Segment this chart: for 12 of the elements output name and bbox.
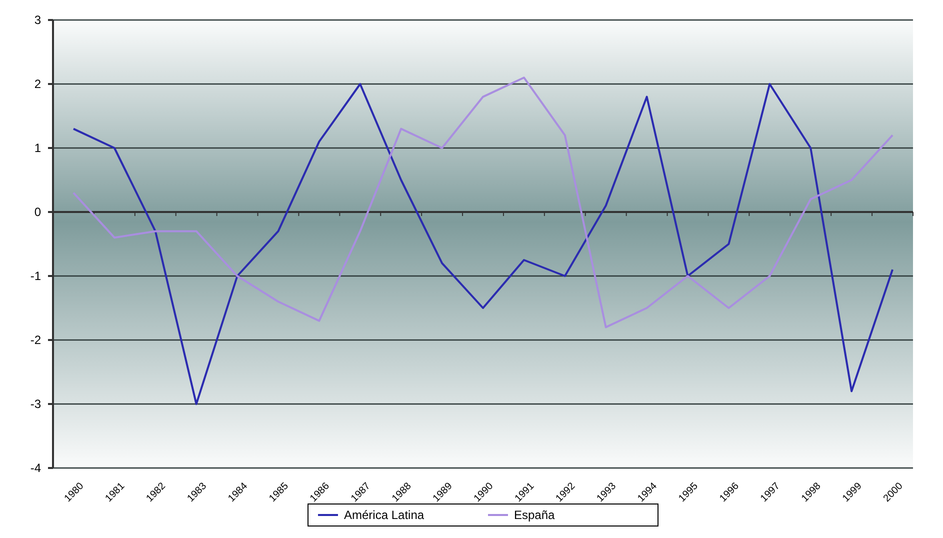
y-tick-label: -3 (30, 397, 42, 412)
y-tick-label: -2 (30, 333, 42, 348)
legend-label: América Latina (344, 508, 424, 522)
legend-label: España (514, 508, 556, 522)
y-tick-label: 3 (34, 13, 42, 28)
y-tick-label: 0 (34, 205, 42, 220)
line-series (72, 83, 894, 405)
y-tick-label: 1 (34, 141, 42, 156)
line-series (72, 76, 894, 328)
y-tick-label: 2 (34, 77, 42, 92)
y-tick-label: -4 (30, 461, 42, 476)
y-tick-label: -1 (30, 269, 42, 284)
